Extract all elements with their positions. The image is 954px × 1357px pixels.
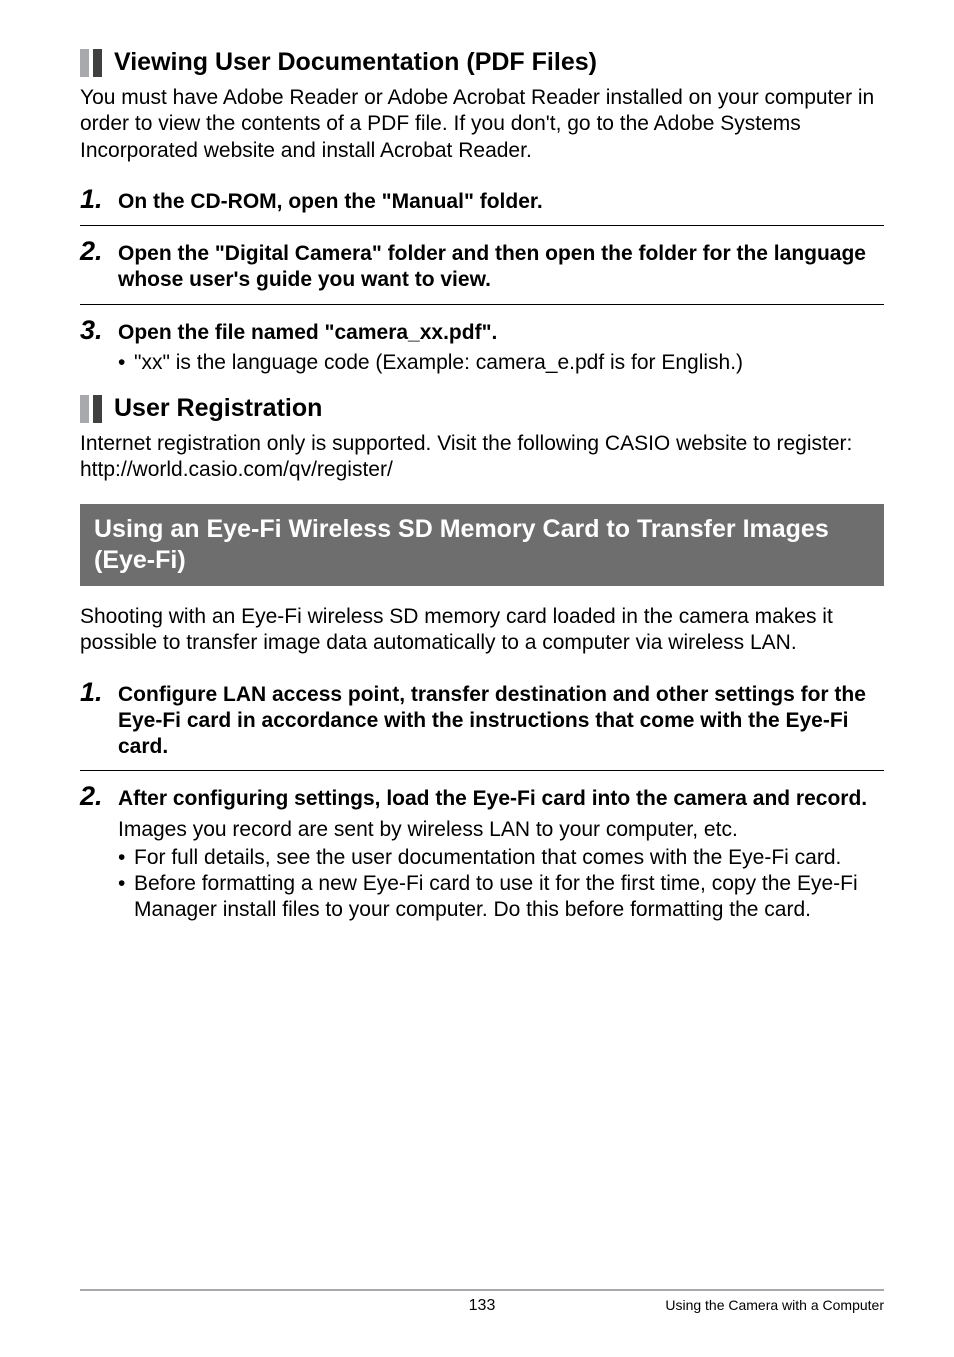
step-number: 3. — [80, 315, 118, 346]
subheading-title: User Registration — [114, 394, 322, 423]
step-number: 1. — [80, 677, 118, 708]
subheading-viewing-docs: Viewing User Documentation (PDF Files) — [80, 48, 884, 77]
section2-body: Internet registration only is supported.… — [80, 431, 884, 484]
bullet-text: "xx" is the language code (Example: came… — [134, 350, 743, 376]
bullet-text: For full details, see the user documenta… — [134, 845, 841, 871]
footer-section-name: Using the Camera with a Computer — [616, 1297, 884, 1313]
subheading-title: Viewing User Documentation (PDF Files) — [114, 48, 597, 77]
step-title: After configuring settings, load the Eye… — [118, 786, 867, 812]
page-content: Viewing User Documentation (PDF Files) Y… — [0, 0, 954, 924]
subheading-user-registration: User Registration — [80, 394, 884, 423]
heading-bar-dark — [93, 395, 102, 423]
main-heading-eyefi: Using an Eye-Fi Wireless SD Memory Card … — [80, 504, 884, 587]
step-title: Configure LAN access point, transfer des… — [118, 682, 884, 761]
section1-step3: 3. Open the file named "camera_xx.pdf". … — [80, 315, 884, 377]
step-number: 2. — [80, 781, 118, 812]
section1-intro: You must have Adobe Reader or Adobe Acro… — [80, 85, 884, 164]
section2-line1: Internet registration only is supported.… — [80, 432, 852, 455]
step-title: On the CD-ROM, open the "Manual" folder. — [118, 189, 543, 215]
bullet-dot: • — [118, 845, 134, 871]
section1-step1: 1. On the CD-ROM, open the "Manual" fold… — [80, 184, 884, 215]
page-number: 133 — [348, 1297, 616, 1315]
bullet-dot: • — [118, 350, 134, 376]
step-sub-text: Images you record are sent by wireless L… — [118, 817, 884, 843]
section3-step1: 1. Configure LAN access point, transfer … — [80, 677, 884, 761]
heading-bar-dark — [93, 49, 102, 77]
bullet-item: • For full details, see the user documen… — [118, 845, 884, 871]
bullet-item: • "xx" is the language code (Example: ca… — [118, 350, 884, 376]
step-title: Open the file named "camera_xx.pdf". — [118, 320, 497, 346]
footer-row: 133 Using the Camera with a Computer — [80, 1297, 884, 1315]
heading-bar-light — [80, 49, 89, 77]
step-bullets: • For full details, see the user documen… — [118, 845, 884, 924]
page-footer: 133 Using the Camera with a Computer — [80, 1289, 884, 1315]
heading-bar-light — [80, 395, 89, 423]
section3-intro: Shooting with an Eye-Fi wireless SD memo… — [80, 604, 884, 657]
bullet-text: Before formatting a new Eye-Fi card to u… — [134, 871, 884, 924]
step-rule — [80, 770, 884, 771]
step-rule — [80, 304, 884, 305]
bullet-dot: • — [118, 871, 134, 924]
bullet-item: • Before formatting a new Eye-Fi card to… — [118, 871, 884, 924]
step-rule — [80, 225, 884, 226]
step-number: 1. — [80, 184, 118, 215]
step-number: 2. — [80, 236, 118, 267]
section1-step2: 2. Open the "Digital Camera" folder and … — [80, 236, 884, 294]
section3-step2: 2. After configuring settings, load the … — [80, 781, 884, 923]
step-bullets: • "xx" is the language code (Example: ca… — [118, 350, 884, 376]
step-title: Open the "Digital Camera" folder and the… — [118, 241, 884, 294]
section2-line2: http://world.casio.com/qv/register/ — [80, 458, 393, 481]
footer-rule — [80, 1289, 884, 1291]
